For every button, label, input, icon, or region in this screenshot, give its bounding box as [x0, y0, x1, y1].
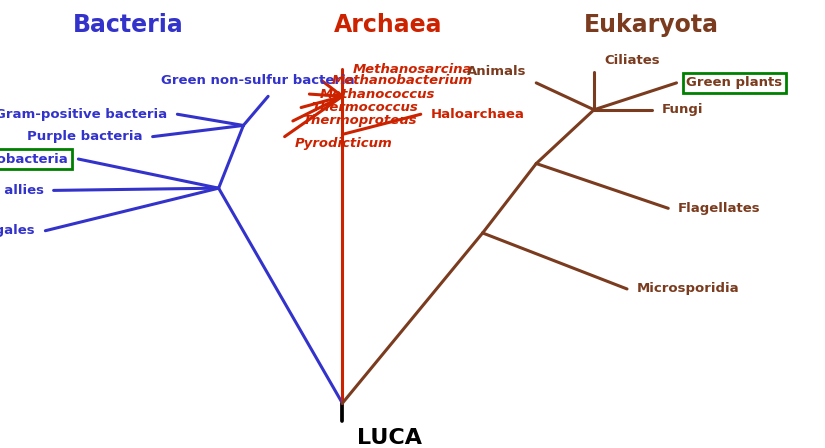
- Text: Thermococcus: Thermococcus: [311, 101, 417, 114]
- Text: Animals: Animals: [467, 65, 526, 78]
- Text: Fungi: Fungi: [662, 103, 703, 116]
- Text: Thermoproteus: Thermoproteus: [303, 114, 417, 128]
- Text: Green non-sulfur bacteria: Green non-sulfur bacteria: [162, 74, 355, 87]
- Text: Haloarchaea: Haloarchaea: [431, 108, 525, 121]
- Text: Bacteria: Bacteria: [73, 13, 183, 38]
- Text: Thermotogales: Thermotogales: [0, 224, 35, 237]
- Text: LUCA: LUCA: [357, 428, 422, 448]
- Text: Green plants: Green plants: [686, 76, 783, 90]
- Text: Eukaryota: Eukaryota: [584, 13, 719, 38]
- Text: Methanobacterium: Methanobacterium: [332, 74, 473, 87]
- Text: Cyanobacteria: Cyanobacteria: [0, 152, 68, 166]
- Text: Methanosarcina: Methanosarcina: [352, 63, 472, 76]
- Text: Flavobacteria & allies: Flavobacteria & allies: [0, 184, 44, 197]
- Text: Pyrodicticum: Pyrodicticum: [295, 137, 392, 150]
- Text: Microsporidia: Microsporidia: [637, 282, 739, 296]
- Text: Purple bacteria: Purple bacteria: [27, 130, 143, 143]
- Text: Gram-positive bacteria: Gram-positive bacteria: [0, 108, 167, 121]
- Text: Ciliates: Ciliates: [604, 54, 659, 67]
- Text: Flagellates: Flagellates: [678, 202, 761, 215]
- Text: Methanococcus: Methanococcus: [319, 87, 435, 101]
- Text: Archaea: Archaea: [333, 13, 442, 38]
